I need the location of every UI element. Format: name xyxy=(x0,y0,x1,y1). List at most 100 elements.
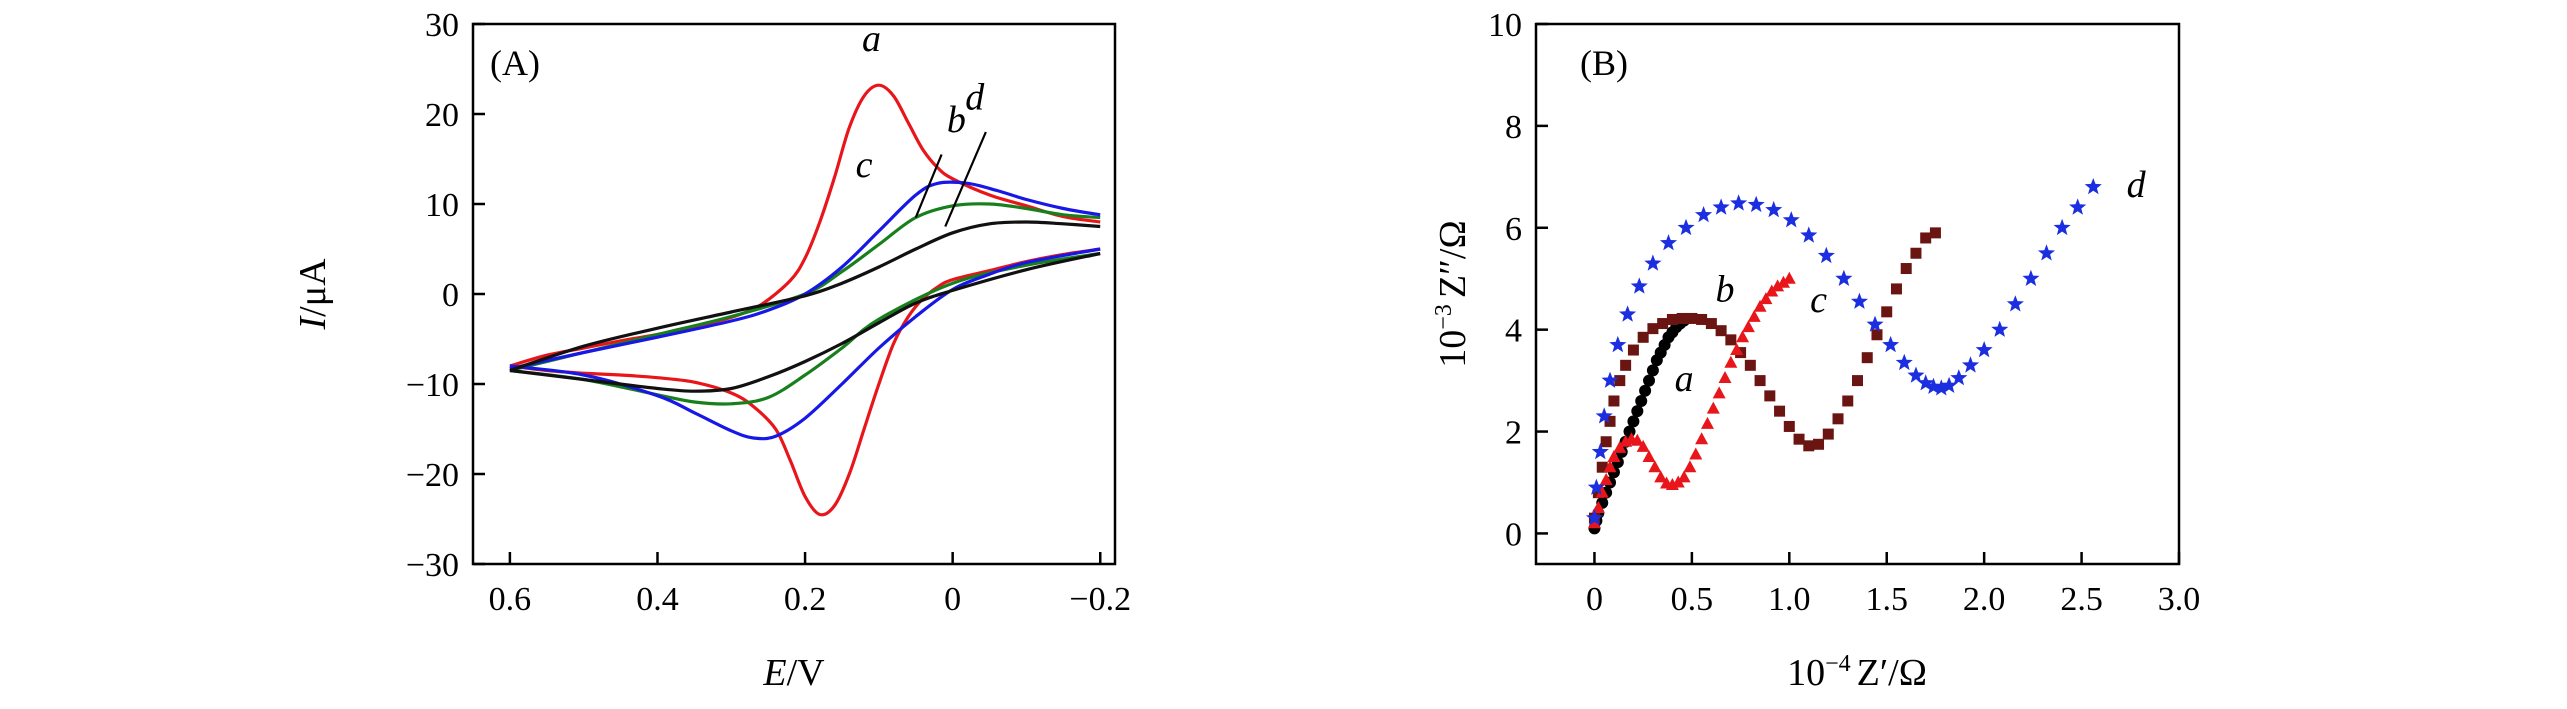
eis-point-c xyxy=(1599,472,1613,485)
eis-point-d xyxy=(1882,335,1900,353)
eis-series-b xyxy=(1588,227,1941,524)
panel-b-x-tick-label: 2.0 xyxy=(1963,581,2006,618)
eis-series-d xyxy=(1585,178,2102,526)
eis-point-c xyxy=(1712,386,1726,399)
eis-point-d xyxy=(2037,244,2056,261)
eis-point-a xyxy=(1627,415,1640,428)
panel-a-y-axis: 30 20 10 0 −10 −20 −30 xyxy=(406,7,485,584)
cv-curve-label-b: b xyxy=(947,99,966,141)
eis-point-b xyxy=(1900,263,1912,275)
eis-point-d xyxy=(1730,194,1748,211)
panel-a-x-axis-var: E xyxy=(762,652,786,694)
eis-point-d xyxy=(2084,178,2102,195)
eis-point-d xyxy=(1782,211,1800,228)
panel-b-y-axis-var: Z″/Ω xyxy=(1432,220,1474,298)
panel-a-x-axis-unit: /V xyxy=(787,652,826,694)
eis-point-d xyxy=(1644,254,1662,271)
eis-point-d xyxy=(1907,366,1925,383)
eis-point-d xyxy=(1932,379,1950,396)
panel-a-y-axis-unit: /μA xyxy=(292,258,334,317)
panel-a-x-tick-label: 0 xyxy=(944,581,961,618)
eis-series-label-d: d xyxy=(2127,164,2147,206)
eis-point-c xyxy=(1724,355,1738,368)
eis-point-b xyxy=(1920,232,1932,244)
panel-b-y-tick-label: 4 xyxy=(1505,313,1522,350)
eis-point-c xyxy=(1706,401,1720,414)
eis-point-d xyxy=(2069,198,2087,215)
eis-point-b xyxy=(1676,312,1688,324)
eis-point-b xyxy=(1604,415,1616,427)
eis-point-a xyxy=(1646,364,1659,377)
panel-a-x-tick-label: 0.6 xyxy=(489,581,532,618)
panel-b-plot-frame xyxy=(1534,22,2181,566)
panel-b-y-axis-exp: −3 xyxy=(1431,304,1457,330)
eis-point-c xyxy=(1677,470,1691,483)
cv-curve-a-reverse-scan xyxy=(509,247,1101,517)
eis-point-b xyxy=(1754,375,1766,387)
eis-point-d xyxy=(2006,295,2024,312)
cv-curve-d-forward-scan xyxy=(509,220,1101,373)
eis-point-c xyxy=(1642,450,1656,463)
eis-point-d xyxy=(1585,509,1603,526)
panel-a-y-tick-label: −20 xyxy=(406,457,459,494)
panel-b-x-tick-label: 1.5 xyxy=(1865,581,1908,618)
eis-point-d xyxy=(1991,320,2009,337)
eis-point-b xyxy=(1793,433,1805,445)
eis-point-c xyxy=(1782,271,1796,284)
cv-curve-b-forward-scan xyxy=(509,202,1101,373)
eis-point-d xyxy=(1800,226,1818,243)
panel-a-y-axis-var: I xyxy=(292,315,334,331)
eis-point-c xyxy=(1603,460,1617,473)
panel-b-x-tick-label: 3.0 xyxy=(2158,581,2201,618)
eis-point-c xyxy=(1736,330,1750,343)
eis-point-b xyxy=(1803,440,1815,452)
panel-a-plot-frame xyxy=(471,22,1117,566)
eis-point-c xyxy=(1683,460,1697,473)
eis-point-b xyxy=(1705,318,1717,330)
eis-point-a xyxy=(1639,384,1652,397)
leader-line-d xyxy=(944,131,987,227)
eis-point-b xyxy=(1861,352,1873,364)
panel-b-y-axis-title: 10−3 Z″/Ω xyxy=(1431,220,1474,367)
panel-b-x-axis-prefix: 10 xyxy=(1787,652,1825,694)
eis-point-d xyxy=(1695,206,1713,223)
eis-point-c xyxy=(1753,299,1767,312)
eis-point-b xyxy=(1627,344,1639,356)
eis-point-b xyxy=(1696,313,1708,325)
panel-a-y-tick-label: 30 xyxy=(425,7,459,44)
panel-b-curve-labels: a b c d xyxy=(1675,164,2147,400)
eis-point-c xyxy=(1630,433,1644,446)
eis-point-c xyxy=(1587,516,1601,529)
eis-point-d xyxy=(1817,246,1835,264)
panel-a-cyclic-voltammogram: (A) 30 20 10 0 −10 −20 −30 0.6 0.4 0.2 0 −0.2 a b c d… xyxy=(292,7,1131,694)
panel-b-x-tick-label: 2.5 xyxy=(2060,581,2103,618)
panel-b-x-axis-var: Z′/Ω xyxy=(1857,652,1927,694)
cv-curve-a-forward-scan xyxy=(509,83,1101,368)
eis-point-c xyxy=(1730,343,1744,356)
cv-curve-a xyxy=(509,83,1101,517)
eis-point-c xyxy=(1759,292,1773,305)
panel-a-y-tick-label: 0 xyxy=(442,277,459,314)
eis-point-d xyxy=(1940,376,1958,393)
eis-point-c xyxy=(1689,447,1703,460)
eis-point-b xyxy=(1637,331,1649,343)
eis-point-c xyxy=(1771,279,1785,292)
eis-point-b xyxy=(1715,325,1727,337)
panel-b-series xyxy=(1585,178,2102,535)
eis-series-label-c: c xyxy=(1810,279,1827,321)
eis-point-d xyxy=(1595,407,1613,424)
cv-curve-label-c: c xyxy=(856,144,873,186)
eis-point-d xyxy=(1895,353,1913,371)
eis-point-d xyxy=(1975,341,1993,358)
eis-point-b xyxy=(1813,438,1825,450)
eis-point-b xyxy=(1881,306,1893,318)
cv-curve-c-reverse-scan xyxy=(509,247,1101,441)
panel-b-x-axis-title: 10−4 Z′/Ω xyxy=(1787,651,1927,694)
eis-point-c xyxy=(1613,440,1627,453)
eis-point-b xyxy=(1832,413,1844,425)
eis-point-c xyxy=(1654,470,1668,483)
eis-point-c xyxy=(1648,460,1662,473)
panel-a-label: (A) xyxy=(490,43,540,83)
